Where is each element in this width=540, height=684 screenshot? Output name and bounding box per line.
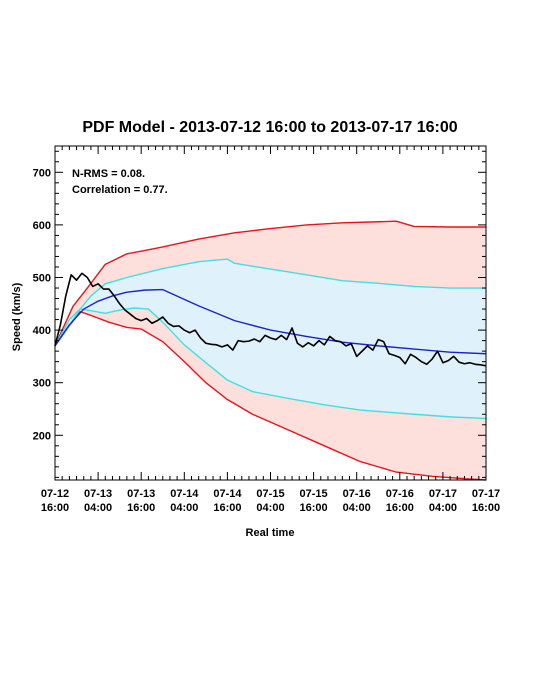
- x-axis-label: Real time: [246, 527, 295, 539]
- correlation-stat: Correlation = 0.77.: [72, 184, 168, 196]
- series-lines: [54, 220, 487, 481]
- axis-ticks: [54, 146, 487, 480]
- y-tick-label: 700: [33, 167, 51, 179]
- x-tick-label: 04:00: [256, 502, 284, 514]
- x-tick-label: 07-15: [256, 488, 284, 500]
- series-line-upper-inner: [54, 258, 486, 347]
- y-tick-label: 200: [33, 430, 51, 442]
- x-tick-label: 07-13: [127, 488, 155, 500]
- nrms-stat: N-RMS = 0.08.: [72, 168, 145, 180]
- x-tick-label: 16:00: [213, 502, 241, 514]
- y-axis-label: Speed (km/s): [11, 282, 23, 351]
- x-tick-label: 16:00: [472, 502, 500, 514]
- x-tick-label: 07-14: [170, 488, 199, 500]
- series-line-upper-outer: [54, 220, 486, 347]
- x-tick-label: 04:00: [429, 502, 457, 514]
- series-line-observed: [54, 272, 487, 367]
- y-tick-label: 500: [33, 272, 51, 284]
- x-tick-label: 16:00: [386, 502, 414, 514]
- x-tick-label: 16:00: [300, 502, 328, 514]
- x-tick-labels: 07-12 16:00 07-13 04:00 07-13 16:00 07-14 04:00…: [41, 488, 500, 514]
- series-line-lower-inner: [54, 307, 487, 420]
- x-tick-label: 07-14: [213, 488, 242, 500]
- x-tick-label: 07-12: [41, 488, 69, 500]
- bands: [55, 221, 486, 480]
- x-tick-label: 04:00: [170, 502, 198, 514]
- x-tick-label: 07-17: [429, 488, 457, 500]
- x-tick-label: 07-16: [343, 488, 371, 500]
- y-tick-labels: 200 300 400 500 600 700: [33, 167, 51, 442]
- x-tick-label: 07-16: [386, 488, 414, 500]
- x-tick-label: 16:00: [127, 502, 155, 514]
- x-tick-label: 04:00: [343, 502, 371, 514]
- x-tick-label: 16:00: [41, 502, 69, 514]
- series-line-lower-outer: [54, 310, 487, 481]
- chart-title: PDF Model - 2013-07-12 16:00 to 2013-07-…: [82, 119, 457, 136]
- y-tick-label: 600: [33, 220, 51, 232]
- y-tick-label: 300: [33, 378, 51, 390]
- x-tick-label: 04:00: [84, 502, 112, 514]
- y-tick-label: 400: [33, 325, 51, 337]
- series-line-median: [54, 288, 487, 355]
- x-tick-label: 07-17: [472, 488, 500, 500]
- x-tick-label: 07-13: [84, 488, 112, 500]
- x-tick-label: 07-15: [300, 488, 328, 500]
